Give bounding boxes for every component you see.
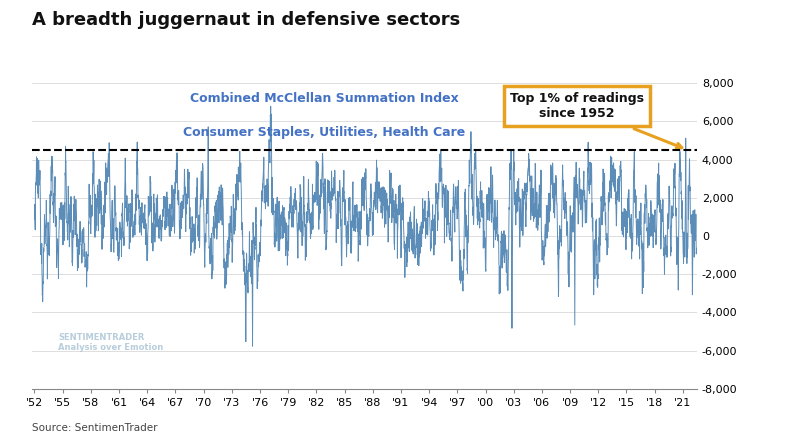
Text: Source: SentimenTrader: Source: SentimenTrader xyxy=(32,423,157,433)
Text: Combined McClellan Summation Index: Combined McClellan Summation Index xyxy=(190,92,459,105)
Text: Consumer Staples, Utilities, Health Care: Consumer Staples, Utilities, Health Care xyxy=(183,126,466,139)
Text: SENTIMENTRADER
Analysis over Emotion: SENTIMENTRADER Analysis over Emotion xyxy=(59,333,163,352)
Text: A breadth juggernaut in defensive sectors: A breadth juggernaut in defensive sector… xyxy=(32,11,460,29)
Text: Top 1% of readings
since 1952: Top 1% of readings since 1952 xyxy=(510,92,682,148)
